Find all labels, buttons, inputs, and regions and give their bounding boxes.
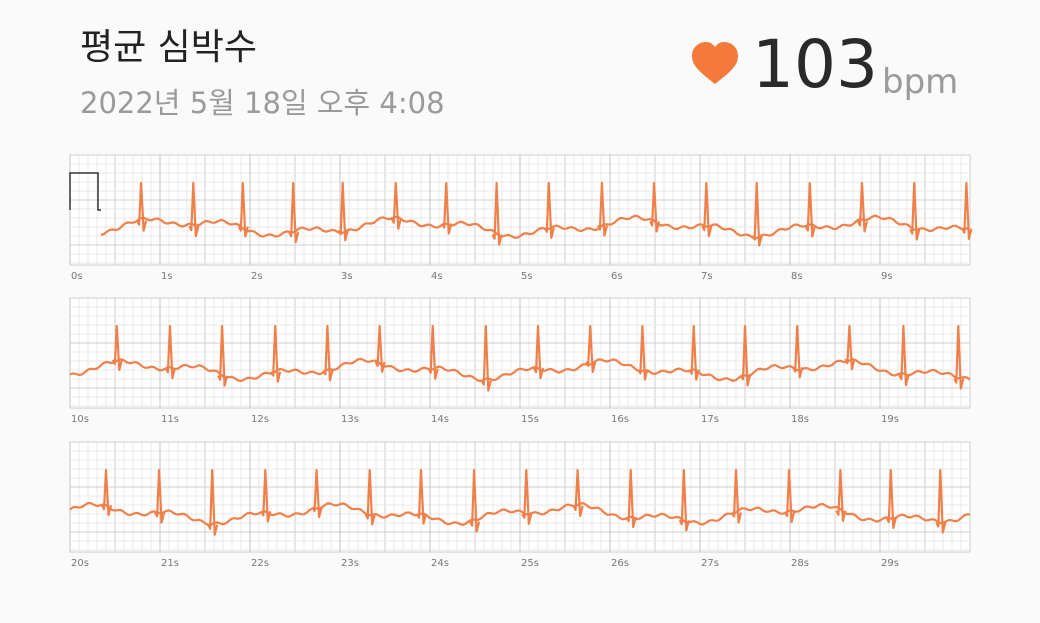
- ecg-beat: [792, 324, 804, 379]
- ecg-beat: [480, 324, 492, 392]
- ecg-beat: [491, 181, 503, 246]
- x-tick-label: 18s: [791, 414, 809, 425]
- ecg-beat: [751, 181, 763, 247]
- ecg-beat: [585, 324, 597, 373]
- ecg-beat: [416, 468, 428, 525]
- ecg-beat: [885, 468, 897, 530]
- bpm-value: 103: [752, 26, 878, 103]
- ecg-beat: [909, 181, 921, 241]
- ecg-beat: [688, 324, 700, 381]
- ecg-beat: [649, 181, 661, 233]
- ecg-beat: [637, 324, 649, 381]
- ecg-beat: [678, 468, 690, 532]
- ecg-beat: [953, 324, 965, 390]
- ecg-beat: [237, 181, 249, 238]
- ecg-beat: [935, 468, 947, 534]
- x-tick-label: 6s: [611, 271, 623, 282]
- ecg-beat: [731, 468, 743, 524]
- ecg-beat: [961, 181, 973, 240]
- x-tick-label: 22s: [251, 558, 269, 569]
- x-tick-label: 7s: [701, 271, 713, 282]
- x-tick-label: 23s: [341, 558, 359, 569]
- x-tick-label: 19s: [881, 414, 899, 425]
- ecg-beat: [701, 181, 713, 238]
- ecg-beat: [217, 324, 229, 387]
- ecg-beat: [898, 324, 910, 387]
- ecg-beat: [521, 468, 533, 525]
- ecg-beat: [533, 324, 545, 380]
- x-tick-label: 0s: [71, 271, 83, 282]
- heart-icon: [692, 42, 738, 84]
- ecg-beat: [270, 324, 282, 383]
- ecg-beat: [441, 181, 453, 235]
- x-tick-label: 16s: [611, 414, 629, 425]
- ecg-beat: [154, 468, 166, 524]
- x-tick-label: 15s: [521, 414, 539, 425]
- ecg-beat: [101, 468, 113, 517]
- timestamp: 2022년 5월 18일 오후 4:08: [80, 86, 445, 120]
- ecg-beat: [136, 181, 148, 232]
- ecg-beat: [188, 181, 200, 238]
- ecg-beat: [207, 468, 219, 536]
- ecg-beat: [390, 181, 402, 230]
- ecg-beat: [596, 181, 608, 237]
- x-tick-label: 8s: [791, 271, 803, 282]
- ecg-beat: [364, 468, 376, 526]
- x-tick-label: 9s: [881, 271, 893, 282]
- x-tick-label: 1s: [161, 271, 173, 282]
- ecg-beat: [804, 181, 816, 238]
- x-tick-label: 21s: [161, 558, 179, 569]
- bpm-unit: bpm: [882, 62, 959, 102]
- ecg-beat: [784, 468, 796, 524]
- ecg-beat: [740, 324, 752, 387]
- x-tick-label: 25s: [521, 558, 539, 569]
- ecg-beat: [572, 468, 584, 518]
- ecg-beat: [857, 181, 869, 233]
- x-tick-label: 27s: [701, 558, 719, 569]
- ecg-beat: [835, 468, 847, 522]
- ecg-beat: [337, 181, 349, 242]
- ecg-baseline: [69, 501, 971, 527]
- ecg-beat: [260, 468, 272, 523]
- ecg-beat: [543, 181, 555, 239]
- ecg-beat: [111, 324, 123, 372]
- x-tick-label: 4s: [431, 271, 443, 282]
- x-tick-label: 13s: [341, 414, 359, 425]
- x-tick-label: 5s: [521, 271, 533, 282]
- ecg-beat: [322, 324, 334, 382]
- x-tick-label: 17s: [701, 414, 719, 425]
- ecg-beat: [374, 324, 386, 374]
- ecg-beat: [164, 324, 176, 380]
- x-tick-label: 2s: [251, 271, 263, 282]
- x-tick-label: 28s: [791, 558, 809, 569]
- x-tick-label: 24s: [431, 558, 449, 569]
- x-tick-label: 11s: [161, 414, 179, 425]
- ecg-beat: [427, 324, 439, 380]
- x-tick-label: 26s: [611, 558, 629, 569]
- x-tick-label: 14s: [431, 414, 449, 425]
- x-tick-label: 12s: [251, 414, 269, 425]
- ecg-beat: [469, 468, 481, 533]
- title: 평균 심박수: [80, 27, 258, 68]
- ecg-beat: [288, 181, 300, 244]
- x-tick-label: 3s: [341, 271, 353, 282]
- calibration-pulse: [69, 172, 101, 211]
- x-tick-label: 29s: [881, 558, 899, 569]
- x-tick-label: 10s: [71, 414, 89, 425]
- ecg-beat: [844, 324, 856, 371]
- x-tick-label: 20s: [71, 558, 89, 569]
- ecg-beat: [311, 468, 323, 519]
- ecg-beat: [625, 468, 637, 529]
